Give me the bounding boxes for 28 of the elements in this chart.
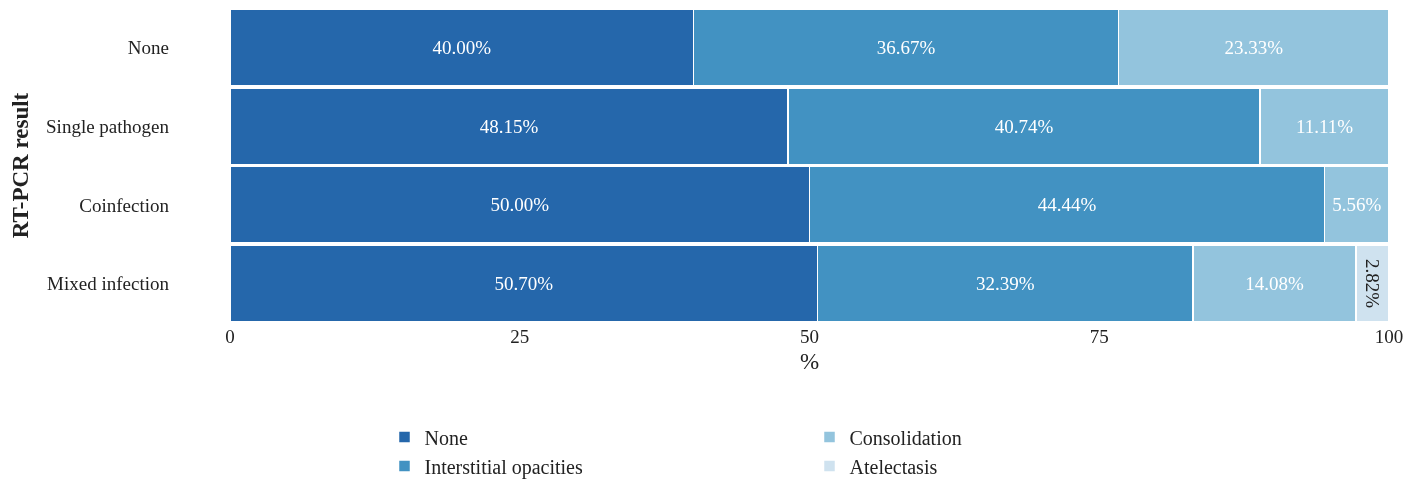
data-label: 48.15% — [479, 115, 539, 137]
x-tick-label: 50 — [800, 326, 819, 347]
y-tick-label: None — [127, 37, 169, 59]
y-axis-title: RT-PCR result — [8, 92, 34, 239]
data-label: 50.70% — [494, 273, 554, 295]
data-label: 40.00% — [432, 36, 492, 58]
data-label: 11.11% — [1295, 115, 1354, 137]
y-tick-label: Mixed infection — [47, 273, 170, 295]
legend-label: None — [424, 426, 468, 449]
data-label: 36.67% — [876, 36, 936, 58]
data-label: 14.08% — [1245, 273, 1304, 295]
data-label: 2.82% — [1362, 259, 1384, 309]
x-tick-label: 75 — [1089, 326, 1109, 347]
x-tick-label: 0 — [225, 326, 235, 347]
y-tick-label: Single pathogen — [46, 115, 170, 137]
legend-label: Consolidation — [849, 426, 962, 449]
legend-label: Atelectasis — [849, 455, 938, 478]
data-label: 5.56% — [1332, 194, 1382, 216]
x-tick-label: 25 — [510, 326, 530, 347]
data-label: 32.39% — [975, 273, 1035, 295]
data-label: 40.74% — [994, 115, 1054, 137]
y-tick-label: Coinfection — [79, 194, 170, 216]
data-label: 44.44% — [1037, 194, 1097, 216]
x-axis-title: % — [799, 348, 820, 374]
x-tick-label: 100 — [1374, 326, 1404, 347]
data-label: 50.00% — [490, 194, 550, 216]
data-label: 23.33% — [1224, 36, 1284, 58]
legend-label: Interstitial opacities — [424, 455, 583, 479]
